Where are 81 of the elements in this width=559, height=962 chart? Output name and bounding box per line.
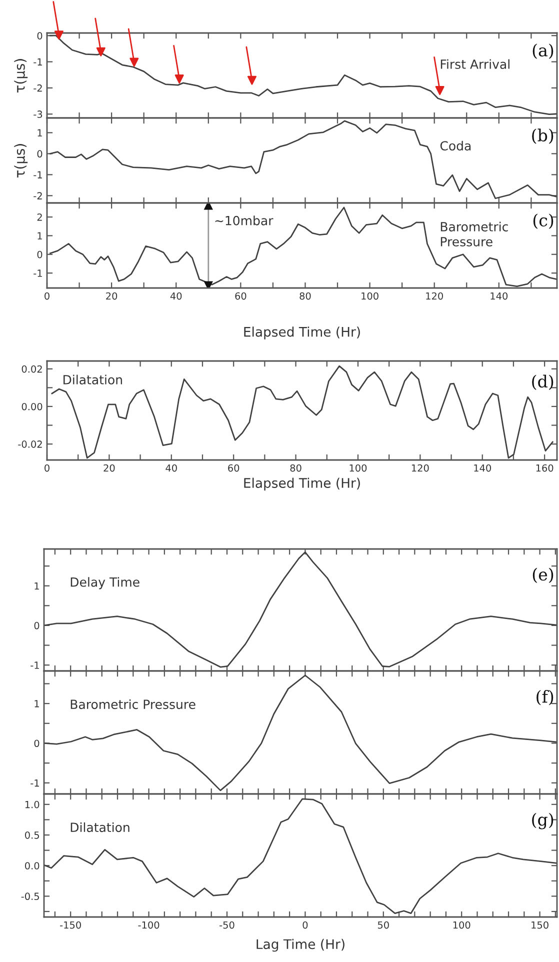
y-tick-label: -1 xyxy=(30,662,39,669)
y-tick-label: 0.00 xyxy=(22,402,42,410)
ref-line-label: ~10mbar xyxy=(215,216,274,226)
y-tick-label: -1 xyxy=(30,779,39,787)
x-axis-title: Lag Time (Hr) xyxy=(256,938,344,952)
y-tick-label: 0.5 xyxy=(25,831,39,839)
line-series xyxy=(44,674,557,792)
y-tick-label: -1 xyxy=(34,171,42,178)
y-tick-label: -1 xyxy=(34,58,42,66)
x-tick-label: -150 xyxy=(60,921,81,929)
text: Barometric Pressure xyxy=(70,699,196,710)
series-label: First Arrival xyxy=(440,59,510,69)
x-tick-label: 60 xyxy=(235,292,246,300)
y-tick-label: 0 xyxy=(34,740,40,748)
y-tick-label: 0 xyxy=(37,250,42,258)
series-label: Dilatation xyxy=(64,374,122,384)
annotation: (g) xyxy=(532,812,554,830)
y-tick-label: -0.02 xyxy=(18,440,42,448)
annotation: (a) xyxy=(532,44,554,59)
line-series xyxy=(50,120,557,200)
point xyxy=(130,58,139,67)
x-tick-label: 160 xyxy=(536,464,554,472)
x-axis-title: Elapsed Time (Hr) xyxy=(244,326,360,340)
series-label: Barometric Pressure xyxy=(440,222,508,246)
y-tick-label: -2 xyxy=(34,84,42,92)
series-label: Dilatation xyxy=(70,822,130,832)
x-tick-label: 140 xyxy=(490,292,508,300)
x-axis-title: Elapsed Time (Hr) xyxy=(244,478,360,491)
y-tick-label: -0.5 xyxy=(21,892,39,900)
point xyxy=(174,74,184,84)
y-tick-label: 1 xyxy=(34,582,39,590)
x-tick-label: 80 xyxy=(290,464,302,472)
line-series xyxy=(51,365,554,459)
x-tick-label: 60 xyxy=(228,464,240,472)
y-tick-label: 0.02 xyxy=(22,365,42,373)
annotation: (d) xyxy=(532,374,554,390)
y-axis-title: τ(μs) xyxy=(14,59,28,92)
point xyxy=(435,86,444,96)
x-tick-label: 0 xyxy=(44,292,50,300)
x-tick-label: 50 xyxy=(378,921,389,929)
line-series xyxy=(44,798,557,914)
x-tick-label: 0 xyxy=(44,464,50,472)
y-tick-label: 2 xyxy=(37,213,42,221)
x-tick-label: 120 xyxy=(426,292,443,300)
point xyxy=(54,30,64,40)
y-tick-label: 1 xyxy=(34,700,39,708)
x-tick-label: -50 xyxy=(220,921,234,929)
annotation: (b) xyxy=(532,128,554,144)
x-tick-label: 20 xyxy=(106,292,118,300)
y-axis-title: τ(μs) xyxy=(14,144,28,178)
x-tick-label: 80 xyxy=(300,292,311,300)
y-tick-label: 1.0 xyxy=(25,800,40,808)
y-tick-label: 0 xyxy=(37,150,42,158)
x-tick-label: 100 xyxy=(350,464,367,472)
y-tick-label: -2 xyxy=(34,192,42,200)
annotation: (e) xyxy=(532,568,554,584)
y-tick-label: -1 xyxy=(34,270,42,277)
y-tick-label: 1 xyxy=(38,232,42,240)
x-tick-label: 0 xyxy=(302,921,308,929)
text: Delay Time xyxy=(70,577,140,590)
y-tick-label: 1 xyxy=(38,129,42,136)
x-tick-label: 140 xyxy=(474,464,491,472)
line-series xyxy=(44,551,557,668)
x-tick-label: -100 xyxy=(138,921,160,929)
y-tick-label: 0 xyxy=(37,32,42,40)
y-tick-label: -3 xyxy=(34,110,42,118)
x-tick-label: 40 xyxy=(170,292,182,300)
x-tick-label: 120 xyxy=(412,464,429,472)
y-tick-label: 0 xyxy=(34,622,40,630)
line-series xyxy=(50,206,557,288)
x-tick-label: 100 xyxy=(362,292,378,300)
point xyxy=(96,47,106,56)
x-tick-label: 100 xyxy=(453,921,470,929)
annotation: (f) xyxy=(536,690,554,706)
x-tick-label: 150 xyxy=(532,921,548,929)
series-label: Coda xyxy=(440,140,471,151)
x-tick-label: 20 xyxy=(104,464,115,472)
y-tick-label: 0.0 xyxy=(25,862,40,870)
annotation: (c) xyxy=(533,214,554,229)
point xyxy=(247,76,256,85)
x-tick-label: 40 xyxy=(166,464,177,472)
